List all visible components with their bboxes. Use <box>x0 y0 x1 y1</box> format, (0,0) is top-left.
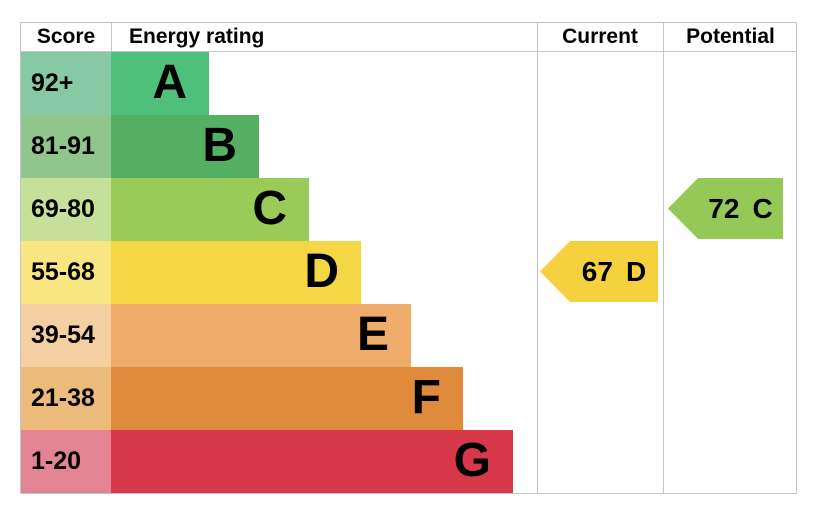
table-header: Score Energy rating Current Potential <box>21 23 796 52</box>
header-score: Score <box>36 25 96 48</box>
band-letter: C <box>252 182 287 235</box>
band-letter: F <box>411 371 441 424</box>
band-bar-f: F <box>111 367 463 430</box>
rating-table: Score Energy rating Current Potential 92… <box>20 22 797 494</box>
band-row-a: 92+ A <box>21 52 537 115</box>
band-bar-c: C <box>111 178 309 241</box>
current-band-letter: D <box>625 255 647 287</box>
header-energy-rating: Energy rating <box>129 25 265 48</box>
band-letter: E <box>356 308 389 361</box>
band-bar-d: D <box>111 241 361 304</box>
potential-score-value: 72 <box>708 192 740 224</box>
band-row-g: 1-20 G <box>21 430 537 493</box>
band-score-range: 92+ <box>21 52 111 115</box>
divider-rating-current <box>537 23 538 493</box>
band-bar-g: G <box>111 430 513 493</box>
band-letter: B <box>202 119 237 172</box>
band-score-range: 69-80 <box>21 178 111 241</box>
band-letter: D <box>304 245 339 298</box>
band-bar-e: E <box>111 304 411 367</box>
current-score-value: 67 <box>581 255 613 287</box>
band-row-b: 81-91 B <box>21 115 537 178</box>
header-potential: Potential <box>686 25 775 48</box>
band-row-f: 21-38 F <box>21 367 537 430</box>
band-score-range: 39-54 <box>21 304 111 367</box>
band-row-e: 39-54 E <box>21 304 537 367</box>
band-score-range: 55-68 <box>21 241 111 304</box>
band-score-range: 21-38 <box>21 367 111 430</box>
band-bar-a: A <box>111 52 209 115</box>
divider-score-rating <box>111 23 112 52</box>
band-score-range: 1-20 <box>21 430 111 493</box>
divider-current-potential <box>663 23 664 493</box>
band-row-c: 69-80 C <box>21 178 537 241</box>
band-row-d: 55-68 D <box>21 241 537 304</box>
band-bar-b: B <box>111 115 259 178</box>
band-letter: A <box>152 56 187 109</box>
band-score-range: 81-91 <box>21 115 111 178</box>
header-current: Current <box>562 25 638 48</box>
potential-band-letter: C <box>752 192 773 224</box>
band-letter: G <box>453 434 491 487</box>
